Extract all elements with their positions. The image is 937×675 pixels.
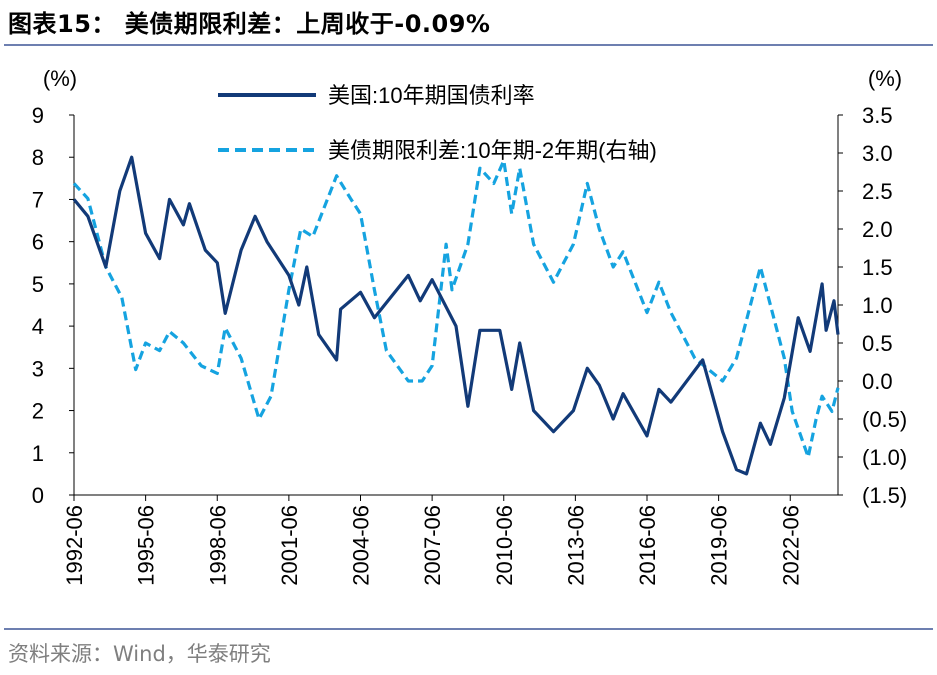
x-tick-label: 2007-06 bbox=[420, 505, 445, 586]
right-tick-label: 0.0 bbox=[862, 369, 893, 394]
left-axis-unit: (%) bbox=[43, 66, 77, 91]
x-tick-label: 1998-06 bbox=[205, 505, 230, 586]
x-tick-label: 2016-06 bbox=[635, 505, 660, 586]
right-tick-label: 2.5 bbox=[862, 179, 893, 204]
left-tick-label: 9 bbox=[32, 103, 44, 128]
right-tick-label: (1.5) bbox=[862, 483, 907, 508]
x-tick-label: 2013-06 bbox=[563, 505, 588, 586]
right-tick-label: 0.5 bbox=[862, 331, 893, 356]
series-line-10y-yield bbox=[72, 155, 840, 476]
right-tick-label: (0.5) bbox=[862, 407, 907, 432]
left-tick-label: 6 bbox=[32, 230, 44, 255]
right-tick-label: 1.5 bbox=[862, 255, 893, 280]
x-tick-label: 2010-06 bbox=[492, 505, 517, 586]
right-tick-label: (1.0) bbox=[862, 445, 907, 470]
right-tick-label: 3.5 bbox=[862, 103, 893, 128]
legend-item-spread-label: 美债期限利差:10年期-2年期(右轴) bbox=[328, 138, 657, 163]
x-tick-label: 2001-06 bbox=[277, 505, 302, 586]
x-tick-label: 1995-06 bbox=[134, 505, 159, 586]
right-axis-unit: (%) bbox=[868, 66, 902, 91]
left-tick-label: 8 bbox=[32, 145, 44, 170]
left-tick-label: 1 bbox=[32, 441, 44, 466]
x-tick-label: 2022-06 bbox=[778, 505, 803, 586]
x-tick-label: 2019-06 bbox=[707, 505, 732, 586]
right-tick-label: 2.0 bbox=[862, 217, 893, 242]
source-note: 资料来源：Wind，华泰研究 bbox=[8, 642, 271, 666]
x-tick-label: 1992-06 bbox=[62, 505, 87, 586]
legend-item-10y-yield-label: 美国:10年期国债利率 bbox=[328, 83, 535, 108]
right-tick-label: 3.0 bbox=[862, 141, 893, 166]
left-tick-label: 7 bbox=[32, 187, 44, 212]
series-line-spread bbox=[72, 159, 840, 459]
axes: (%) (%) 0 1 2 3 4 5 6 7 8 9 (1.5) (1.0) (0.5) 0.0 0.5 1.0… bbox=[32, 66, 908, 586]
left-tick-label: 5 bbox=[32, 272, 44, 297]
left-tick-label: 2 bbox=[32, 399, 44, 424]
x-tick-label: 2004-06 bbox=[349, 505, 374, 586]
series-layer bbox=[72, 155, 840, 476]
right-tick-label: 1.0 bbox=[862, 293, 893, 318]
top-rule bbox=[4, 44, 933, 46]
figure-title: 图表15： 美债期限利差：上周收于-0.09% bbox=[8, 10, 491, 38]
left-tick-label: 3 bbox=[32, 356, 44, 381]
left-tick-label: 0 bbox=[32, 483, 44, 508]
left-tick-label: 4 bbox=[32, 314, 44, 339]
bottom-rule bbox=[4, 628, 933, 630]
